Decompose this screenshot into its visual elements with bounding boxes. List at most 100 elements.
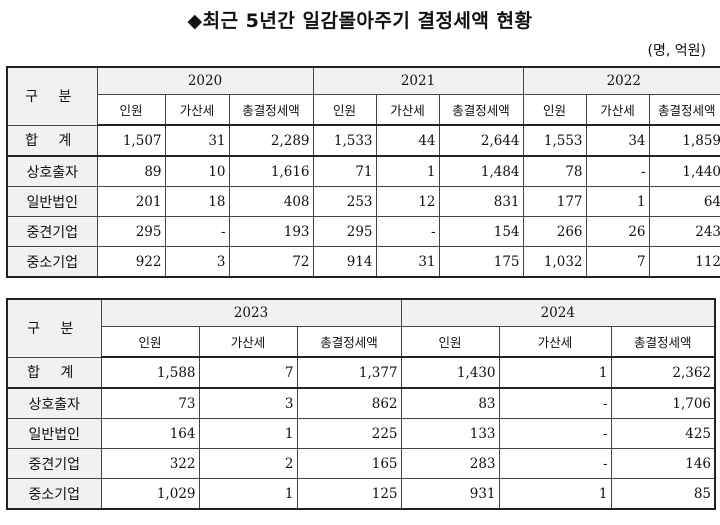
table-cell: 1,430: [400, 356, 500, 389]
table-cell: 295: [312, 216, 377, 247]
row-label: 합 계: [6, 356, 102, 389]
table-cell: 831: [438, 186, 524, 217]
table-cell: 175: [438, 246, 524, 278]
table-cell: 1,377: [296, 356, 402, 389]
table-cell: 408: [228, 186, 314, 217]
table-cell: 3: [198, 387, 298, 419]
row-label: 중견기업: [6, 448, 102, 479]
table-cell: 177: [522, 186, 587, 217]
table-cell: 1,706: [610, 387, 716, 419]
table-cell: 31: [375, 246, 440, 278]
table-cell: 922: [96, 246, 166, 278]
table-cell: 12: [375, 186, 440, 217]
col-header-people: 인원: [312, 94, 377, 126]
table-row: 합 계 1,588 7 1,377 1,430 1 2,362: [6, 356, 716, 389]
col-header-penalty: 가산세: [585, 94, 650, 126]
table-2020-2022: 구 분 2020 2021 2022 인원 가산세 총결정세액 인원 가산세 총…: [6, 66, 720, 278]
table-cell: 78: [522, 155, 587, 187]
table-cell: 931: [400, 478, 500, 510]
table-cell: 862: [296, 387, 402, 419]
table-cell: 7: [198, 356, 298, 389]
table-cell: 243: [648, 216, 720, 247]
col-header-total-tax: 총결정세액: [228, 94, 314, 126]
year-header: 2020: [96, 66, 314, 95]
table-cell: 133: [400, 418, 500, 449]
col-header-penalty: 가산세: [498, 326, 612, 358]
table-cell: 1,553: [522, 124, 587, 157]
table-cell: 1,859: [648, 124, 720, 157]
table-cell: 1: [498, 478, 612, 510]
table-cell: 1: [198, 418, 298, 449]
row-label: 중견기업: [6, 216, 98, 247]
year-header: 2023: [100, 298, 402, 327]
table-cell: 10: [164, 155, 230, 187]
table-cell: 425: [610, 418, 716, 449]
col-header-people: 인원: [96, 94, 166, 126]
table-cell: 1,029: [100, 478, 200, 510]
unit-label: (명, 억원): [647, 43, 706, 59]
table-cell: 1: [498, 356, 612, 389]
table-cell: 322: [100, 448, 200, 479]
table-cell: -: [498, 418, 612, 449]
table-cell: 125: [296, 478, 402, 510]
row-label: 상호출자: [6, 155, 98, 187]
table-cell: 1: [585, 186, 650, 217]
table-cell: 2,289: [228, 124, 314, 157]
col-header-penalty: 가산세: [198, 326, 298, 358]
table-cell: 73: [100, 387, 200, 419]
table-cell: 18: [164, 186, 230, 217]
table-cell: 26: [585, 216, 650, 247]
year-header: 2024: [400, 298, 716, 327]
table-cell: -: [498, 448, 612, 479]
table-cell: 165: [296, 448, 402, 479]
row-label: 일반법인: [6, 186, 98, 217]
table-row: 일반법인 201 18 408 253 12 831 177 1 64: [6, 186, 720, 217]
table-cell: 64: [648, 186, 720, 217]
table-cell: 44: [375, 124, 440, 157]
table-cell: 146: [610, 448, 716, 479]
col-header-people: 인원: [522, 94, 587, 126]
table-cell: 1,616: [228, 155, 314, 187]
table-cell: 1,588: [100, 356, 200, 389]
table-cell: -: [164, 216, 230, 247]
table-row: 중소기업 922 3 72 914 31 175 1,032 7 112: [6, 246, 720, 278]
table-cell: -: [585, 155, 650, 187]
table-cell: 3: [164, 246, 230, 278]
row-label: 일반법인: [6, 418, 102, 449]
table-2023-2024: 구 분 2023 2024 인원 가산세 총결정세액 인원 가산세 총결정세액 …: [6, 298, 717, 510]
col-header-total-tax: 총결정세액: [438, 94, 524, 126]
col-header-total-tax: 총결정세액: [296, 326, 402, 358]
table-cell: 7: [585, 246, 650, 278]
table-cell: 85: [610, 478, 716, 510]
table-cell: 71: [312, 155, 377, 187]
table-cell: 283: [400, 448, 500, 479]
table-row: 합 계 1,507 31 2,289 1,533 44 2,644 1,553 34 1,859: [6, 124, 720, 157]
table-cell: 1,507: [96, 124, 166, 157]
year-header: 2021: [312, 66, 524, 95]
table-cell: 34: [585, 124, 650, 157]
table-cell: 89: [96, 155, 166, 187]
row-label: 중소기업: [6, 246, 98, 278]
gubun-header: 구 분: [6, 298, 102, 358]
table-cell: 1,533: [312, 124, 377, 157]
table-cell: 1,440: [648, 155, 720, 187]
table-cell: 1,032: [522, 246, 587, 278]
table-cell: 2: [198, 448, 298, 479]
table-cell: 112: [648, 246, 720, 278]
table-cell: 295: [96, 216, 166, 247]
row-label: 상호출자: [6, 387, 102, 419]
table-row: 중견기업 322 2 165 283-146: [6, 448, 716, 479]
table-cell: 31: [164, 124, 230, 157]
table-cell: 253: [312, 186, 377, 217]
table-row: 상호출자 73 3 862 83-1,706: [6, 387, 716, 419]
col-header-penalty: 가산세: [164, 94, 230, 126]
table-cell: 1: [375, 155, 440, 187]
table-cell: -: [498, 387, 612, 419]
col-header-penalty: 가산세: [375, 94, 440, 126]
row-label: 중소기업: [6, 478, 102, 510]
table-cell: 1: [198, 478, 298, 510]
table-row: 중소기업 1,029 1 125 931 1 85: [6, 478, 716, 510]
col-header-total-tax: 총결정세액: [648, 94, 720, 126]
row-label: 합 계: [6, 124, 98, 157]
table-row: 일반법인 164 1 225 133-425: [6, 418, 716, 449]
